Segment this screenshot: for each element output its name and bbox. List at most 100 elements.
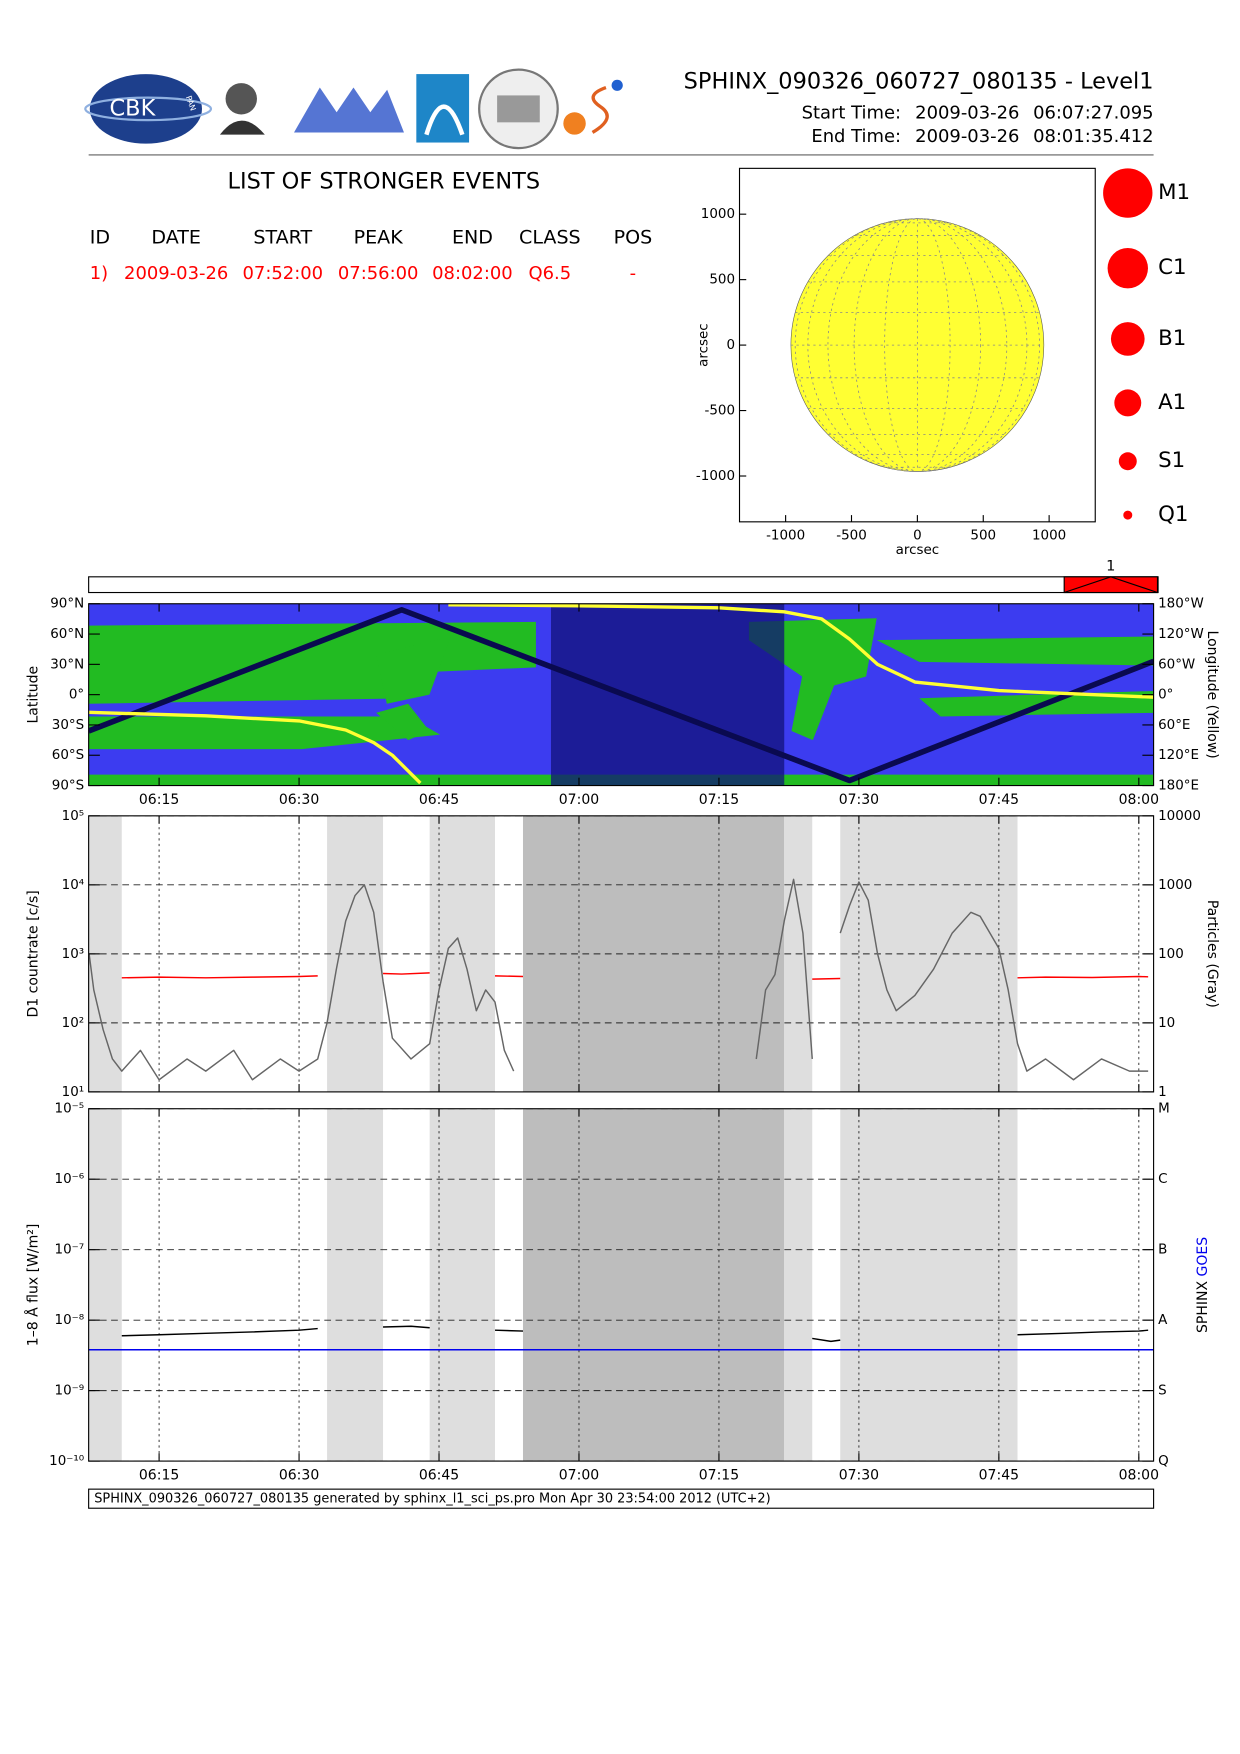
column-header: DATE xyxy=(151,226,201,248)
class-marker xyxy=(1114,389,1142,417)
x-tick-label: 500 xyxy=(970,528,996,543)
class-label: A1 xyxy=(1158,390,1186,415)
y-tick-label: 1000 xyxy=(701,207,735,222)
x-tick-label: 08:00 xyxy=(1119,792,1159,808)
y-tick-label: 10⁻⁸ xyxy=(55,1313,85,1328)
column-header: END xyxy=(452,226,493,248)
column-header: CLASS xyxy=(519,226,581,248)
y2-axis-label: Particles (Gray) xyxy=(1204,900,1220,1008)
x-tick-label: 06:45 xyxy=(419,1468,459,1484)
land xyxy=(376,636,451,704)
y-tick-label: 10³ xyxy=(62,947,85,962)
y2-tick-label: 120°E xyxy=(1158,748,1199,763)
x-tick-label: 07:15 xyxy=(699,1468,739,1484)
y2-tick-label: A xyxy=(1158,1313,1168,1328)
y2-tick-label: 10000 xyxy=(1158,809,1201,824)
shaded-interval xyxy=(522,1108,785,1462)
y2-tick-label: 60°E xyxy=(1158,718,1190,733)
y2-axis-label: Longitude (Yellow) xyxy=(1204,631,1220,759)
time-value: 06:07:27.095 xyxy=(1033,102,1154,123)
events-title: LIST OF STRONGER EVENTS xyxy=(227,168,540,194)
y2-tick-label: 10 xyxy=(1158,1016,1175,1031)
class-label: S1 xyxy=(1158,448,1185,473)
x-tick-label: 06:30 xyxy=(279,792,319,808)
land xyxy=(88,621,536,704)
sun-logo xyxy=(563,112,586,135)
column-header: START xyxy=(253,226,312,248)
x-tick-label: 07:30 xyxy=(839,1468,879,1484)
y-tick-label: 10⁻⁹ xyxy=(55,1384,85,1399)
x-tick-label: -500 xyxy=(836,528,867,543)
y-tick-label: 30°S xyxy=(52,718,84,733)
x-tick-label: 07:00 xyxy=(559,1468,599,1484)
event-cell: Q6.5 xyxy=(529,263,572,284)
shaded-interval xyxy=(327,1108,384,1462)
blue-logo-arc xyxy=(424,104,465,136)
y2-tick-label: 180°E xyxy=(1158,779,1199,794)
x-tick-label: 0 xyxy=(913,528,922,543)
y-tick-label: 10⁻⁶ xyxy=(55,1172,85,1187)
plot-area xyxy=(88,603,1154,786)
x-axis-label: arcsec xyxy=(896,543,940,558)
logos xyxy=(84,68,623,150)
y2-tick-label: 1000 xyxy=(1158,878,1192,893)
class-marker xyxy=(1103,168,1153,218)
lebedev-body xyxy=(219,120,265,135)
time-date: 2009-03-26 xyxy=(915,126,1019,147)
land xyxy=(376,703,430,741)
legend-entry: GOES xyxy=(1195,1237,1211,1277)
y-tick-label: 10⁻¹⁰ xyxy=(49,1454,84,1469)
shaded-interval xyxy=(784,1108,813,1462)
x-tick-label: 06:45 xyxy=(419,792,459,808)
class-marker xyxy=(1118,452,1137,471)
y2-tick-label: 0° xyxy=(1158,688,1173,703)
cbk-ring xyxy=(84,96,213,122)
plot-area xyxy=(88,815,1154,1092)
y2-tick-label: S xyxy=(1158,1384,1167,1399)
y-axis-label: arcsec xyxy=(697,323,712,367)
time-label: Start Time: xyxy=(802,102,901,123)
x-tick-label: 07:45 xyxy=(979,792,1019,808)
x-tick-label: -1000 xyxy=(766,528,805,543)
event-peak xyxy=(1063,576,1158,594)
plot-area xyxy=(88,1108,1154,1462)
time-label: End Time: xyxy=(811,126,901,147)
cbk-logo xyxy=(89,74,202,144)
shaded-interval xyxy=(840,1108,1018,1462)
event-cell: - xyxy=(630,263,636,284)
y2-tick-label: M xyxy=(1158,1102,1170,1117)
land xyxy=(919,691,1154,717)
x-tick-label: 06:15 xyxy=(139,792,179,808)
series-line xyxy=(88,607,1154,784)
class-label: B1 xyxy=(1158,326,1186,351)
y-tick-label: 30°N xyxy=(50,657,84,672)
x-tick-label: 08:00 xyxy=(1119,1468,1159,1484)
y-tick-label: 10¹ xyxy=(62,1085,85,1100)
event-cell: 1) xyxy=(90,263,108,284)
y2-tick-label: 1 xyxy=(1158,1085,1167,1100)
y-axis-label: D1 countrate [c/s] xyxy=(26,890,42,1017)
y-tick-label: 90°S xyxy=(52,779,84,794)
class-marker xyxy=(1110,322,1145,356)
event-cell: 07:52:00 xyxy=(243,263,324,284)
globe-logo xyxy=(611,79,623,91)
mian-logo xyxy=(294,87,404,133)
logo-text: CBK xyxy=(110,95,157,121)
y2-tick-label: 120°W xyxy=(1158,627,1204,642)
y-tick-label: 10⁴ xyxy=(62,878,85,893)
class-marker xyxy=(1107,248,1148,289)
x-tick-label: 07:00 xyxy=(559,792,599,808)
y-tick-label: 60°N xyxy=(50,627,84,642)
y-tick-label: 90°N xyxy=(50,597,84,612)
y-tick-label: 0 xyxy=(726,338,735,353)
y-tick-label: 60°S xyxy=(52,748,84,763)
footer-text: SPHINX_090326_060727_080135 generated by… xyxy=(94,1492,770,1507)
page-title: SPHINX_090326_060727_080135 - Level1 xyxy=(684,68,1154,94)
event-cell: 08:02:00 xyxy=(432,263,513,284)
y-tick-label: 10⁵ xyxy=(62,809,85,824)
s-logo xyxy=(591,85,609,134)
shaded-interval xyxy=(429,1108,496,1462)
class-marker xyxy=(1123,510,1133,520)
